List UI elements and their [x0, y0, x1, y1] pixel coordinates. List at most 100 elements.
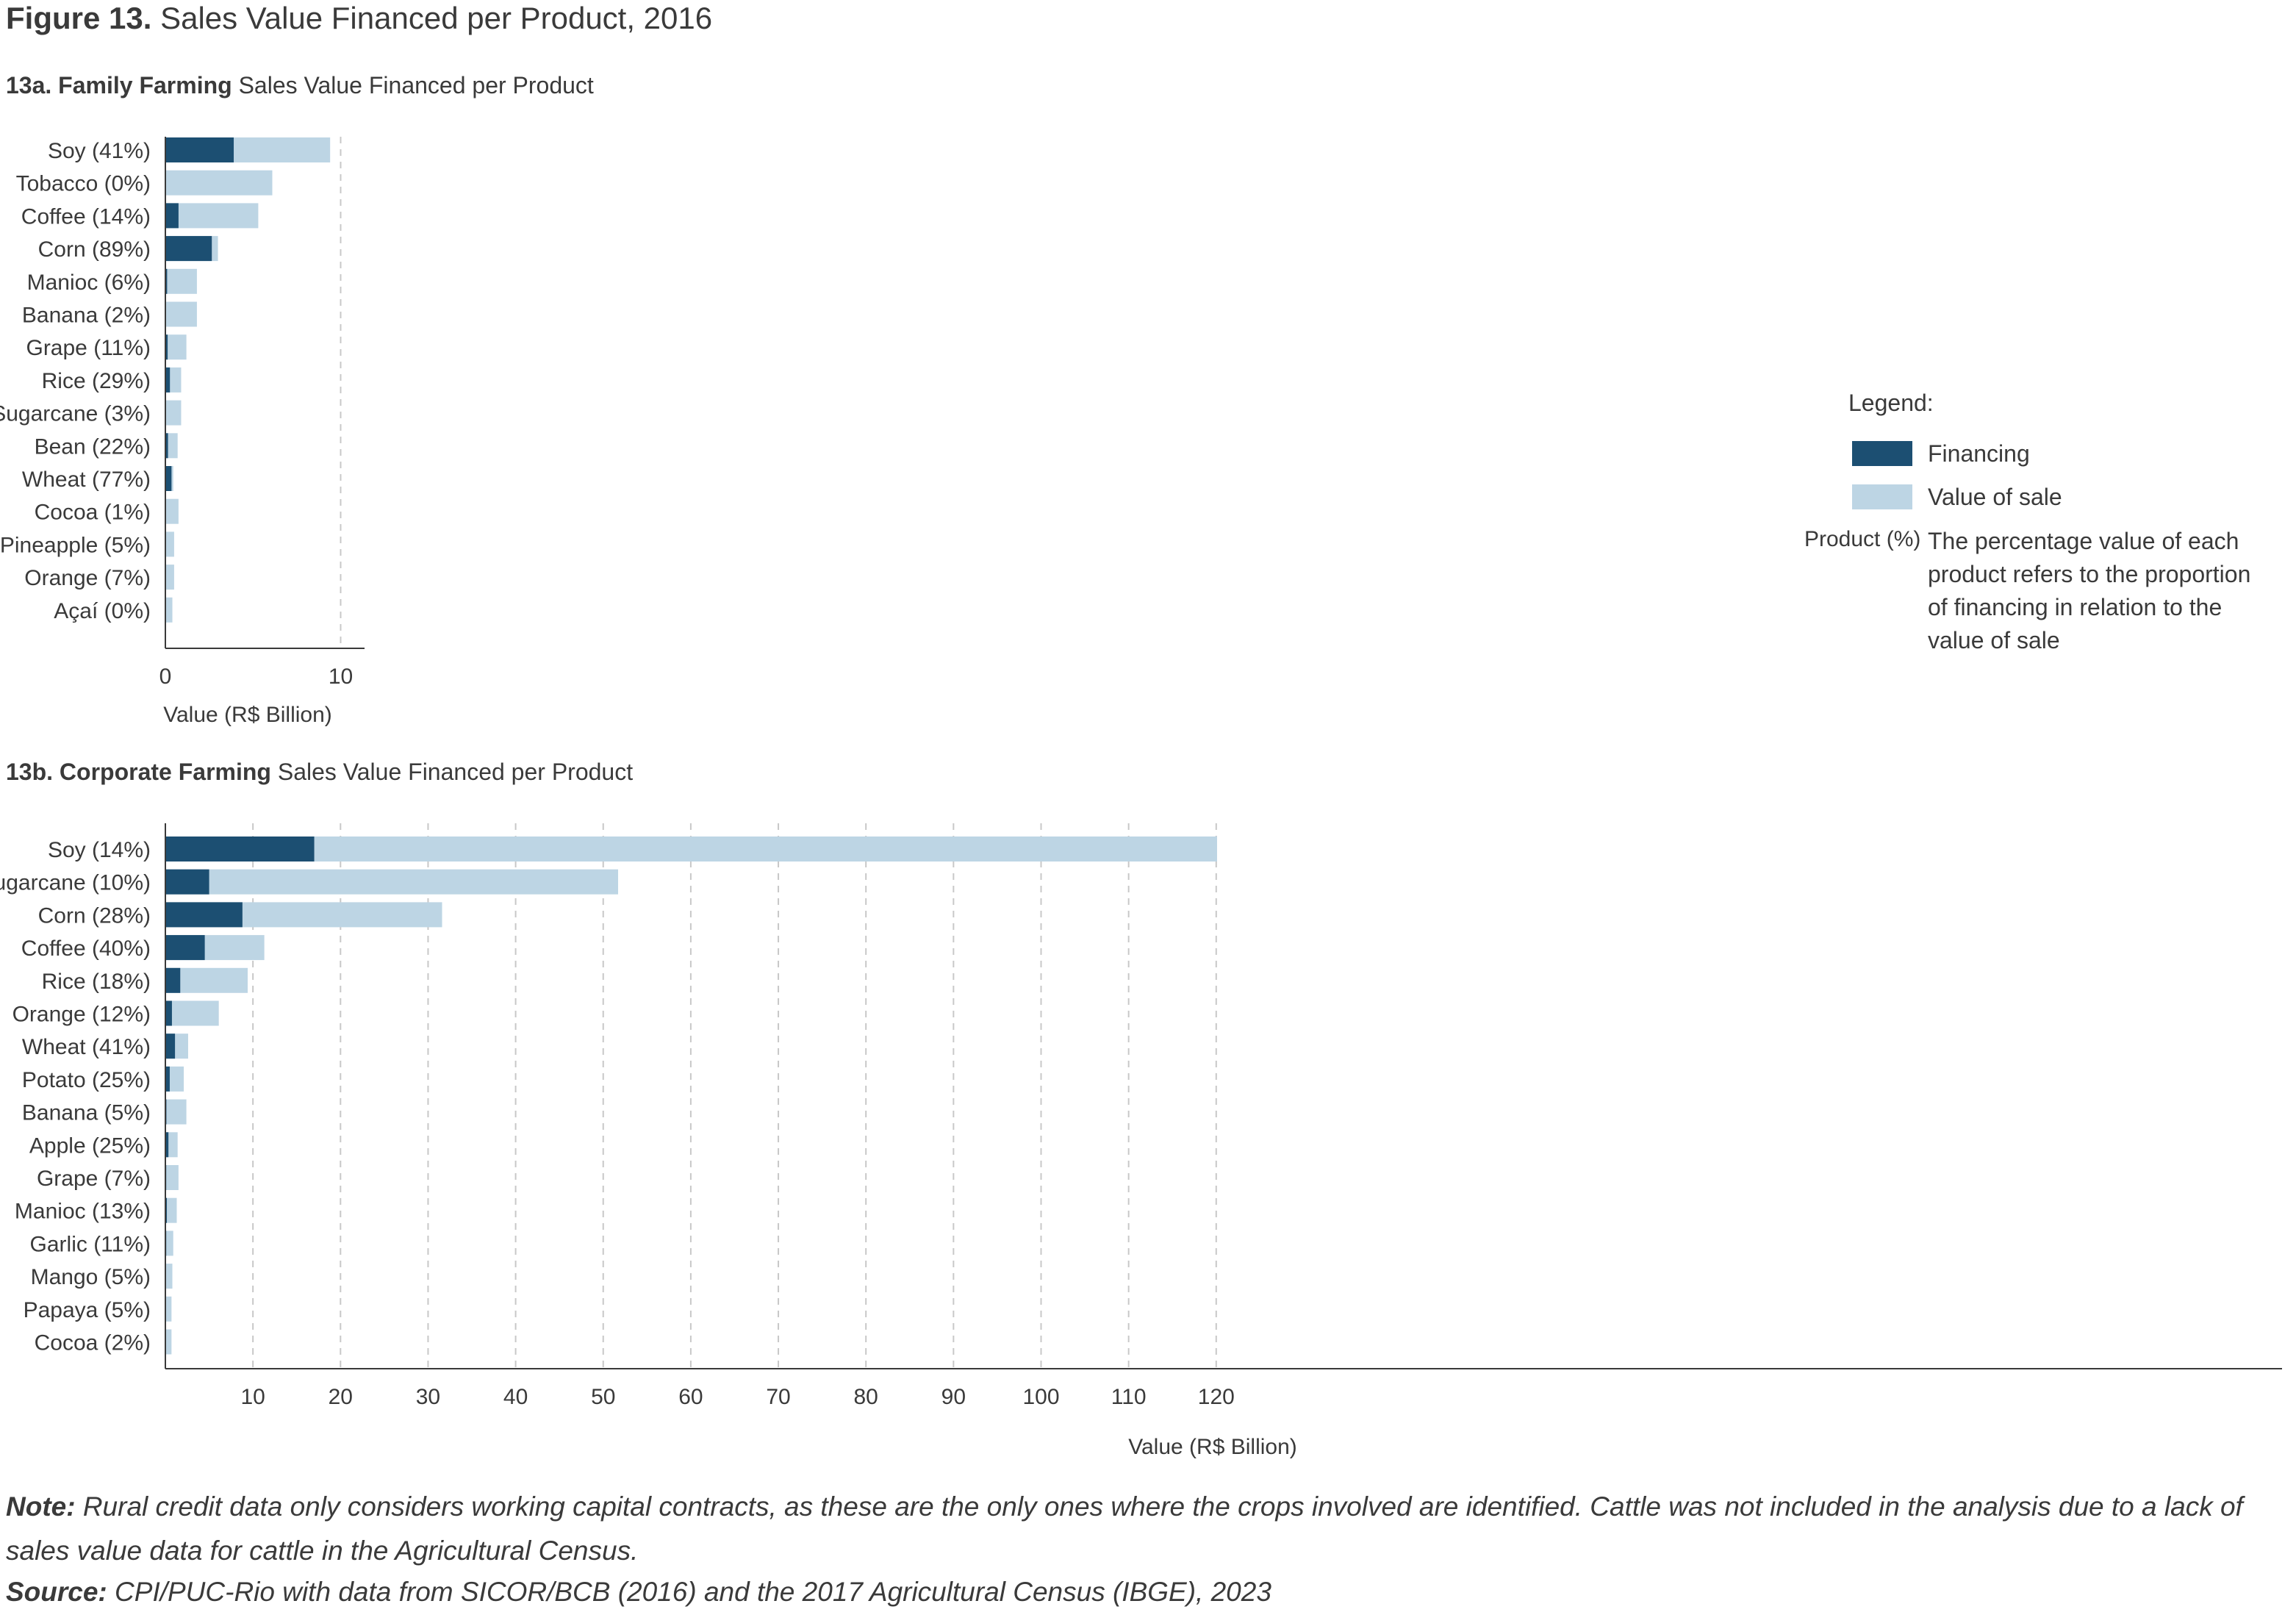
corporate-farming-chart: Soy (14%) Sugarcane (10%) Corn (28%) Coffee… — [0, 823, 2282, 1459]
x-tick-label: 40 — [503, 1385, 528, 1409]
category-label: Wheat (77%) — [22, 468, 151, 492]
bar-value-of-sale — [165, 268, 197, 294]
bar-financing — [165, 137, 234, 162]
bar-financing — [165, 869, 209, 895]
bar-financing — [165, 466, 172, 491]
source: Source: CPI/PUC-Rio with data from SICOR… — [6, 1575, 1271, 1610]
category-label: Banana (2%) — [22, 304, 151, 328]
source-text: CPI/PUC-Rio with data from SICOR/BCB (20… — [107, 1577, 1271, 1607]
value-of-sale-swatch — [1852, 484, 1912, 509]
category-label: Corn (89%) — [38, 237, 151, 262]
bar-financing — [165, 1034, 176, 1059]
category-label: Manioc (6%) — [27, 271, 151, 295]
figure-title: Figure 13. Sales Value Financed per Prod… — [6, 0, 712, 37]
x-tick-label: 10 — [240, 1385, 265, 1409]
panel-a-label: 13a. — [6, 72, 52, 98]
bar-value-of-sale — [165, 170, 273, 196]
bar-value-of-sale — [165, 1264, 173, 1289]
category-label: Pineapple (5%) — [0, 533, 151, 557]
bar-value-of-sale — [165, 1099, 187, 1125]
panel-a-title: 13a. Family Farming Sales Value Financed… — [6, 71, 594, 100]
bar-financing — [165, 203, 179, 229]
financing-label: Financing — [1928, 440, 2030, 467]
category-label: Coffee (14%) — [21, 204, 151, 229]
product-percent-note: The percentage value of each product ref… — [1928, 528, 2251, 653]
bar-value-of-sale — [165, 1000, 219, 1026]
bar-value-of-sale — [165, 531, 174, 557]
category-label: Mango (5%) — [31, 1265, 151, 1289]
x-tick-label: 30 — [416, 1385, 440, 1409]
category-label: Apple (25%) — [29, 1133, 151, 1158]
category-label: Rice (29%) — [42, 369, 151, 393]
bar-financing — [165, 1197, 168, 1223]
bar-value-of-sale — [165, 1165, 179, 1190]
bar-financing — [165, 1000, 172, 1026]
category-label: Potato (25%) — [22, 1068, 151, 1092]
category-label: Manioc (13%) — [15, 1200, 151, 1224]
category-label: Wheat (41%) — [22, 1035, 151, 1059]
figure-title-text: Sales Value Financed per Product, 2016 — [160, 1, 713, 35]
x-tick-label: 60 — [678, 1385, 703, 1409]
bar-financing — [165, 433, 168, 459]
bar-value-of-sale — [165, 400, 182, 426]
category-label: Cocoa (2%) — [35, 1331, 151, 1355]
family-farming-chart: Soy (41%) Tobacco (0%) Coffee (14%) Corn (8… — [0, 137, 365, 727]
x-tick-label: 120 — [1198, 1385, 1235, 1409]
bar-financing — [165, 268, 168, 294]
bar-financing — [165, 967, 181, 993]
x-tick-label: 110 — [1111, 1385, 1147, 1409]
x-tick-label: 50 — [591, 1385, 615, 1409]
bar-financing — [165, 935, 205, 961]
panel-a-title-text: Sales Value Financed per Product — [238, 72, 594, 98]
category-label: Papaya (5%) — [24, 1298, 151, 1322]
category-label: Soy (41%) — [48, 139, 151, 163]
bar-financing — [165, 1132, 169, 1158]
x-tick-label: 90 — [941, 1385, 966, 1409]
x-tick-label: 20 — [329, 1385, 353, 1409]
bar-value-of-sale — [165, 498, 179, 524]
bar-value-of-sale — [165, 837, 1217, 861]
bar-financing — [165, 334, 168, 360]
bar-value-of-sale — [165, 433, 178, 459]
category-label: Bean (22%) — [35, 434, 151, 459]
x-axis-label: Value (R$ Billion) — [163, 703, 332, 727]
bar-value-of-sale — [165, 1231, 173, 1256]
legend-title: Legend: — [1848, 390, 1934, 416]
panel-a-bold: Family Farming — [58, 72, 232, 98]
bar-financing — [165, 837, 315, 861]
bar-financing — [165, 1066, 170, 1092]
x-tick-label: 10 — [329, 664, 353, 689]
source-label: Source: — [6, 1577, 107, 1607]
bar-value-of-sale — [165, 301, 197, 327]
bar-value-of-sale — [165, 1329, 172, 1355]
bar-value-of-sale — [165, 203, 259, 229]
note-text: Rural credit data only considers working… — [6, 1491, 2243, 1566]
panel-b-bold: Corporate Farming — [59, 759, 271, 785]
panel-b-title-text: Sales Value Financed per Product — [277, 759, 634, 785]
category-label: Sugarcane (3%) — [0, 402, 151, 426]
note: Note: Rural credit data only considers w… — [6, 1485, 2277, 1573]
bar-value-of-sale — [165, 1197, 177, 1223]
bar-value-of-sale — [165, 565, 174, 590]
x-tick-label: 100 — [1022, 1385, 1059, 1409]
value-of-sale-label: Value of sale — [1928, 484, 2062, 510]
x-tick-label: 0 — [159, 664, 172, 689]
x-axis-label: Value (R$ Billion) — [1128, 1435, 1297, 1459]
bar-value-of-sale — [165, 1296, 172, 1322]
panel-b-label: 13b. — [6, 759, 54, 785]
panel-b-title: 13b. Corporate Farming Sales Value Finan… — [6, 757, 633, 787]
bar-value-of-sale — [165, 334, 187, 360]
bar-financing — [165, 902, 243, 928]
bar-value-of-sale — [165, 597, 173, 623]
category-label: Soy (14%) — [48, 838, 151, 862]
category-label: Grape (7%) — [37, 1167, 151, 1191]
category-label: Corn (28%) — [38, 903, 151, 928]
category-label: Coffee (40%) — [21, 936, 151, 961]
category-label: Orange (7%) — [24, 566, 151, 590]
category-label: Garlic (11%) — [30, 1232, 151, 1256]
bar-financing — [165, 236, 212, 262]
category-label: Grape (11%) — [26, 336, 151, 360]
financing-swatch — [1852, 441, 1912, 466]
x-tick-label: 80 — [854, 1385, 878, 1409]
category-label: Banana (5%) — [22, 1101, 151, 1125]
